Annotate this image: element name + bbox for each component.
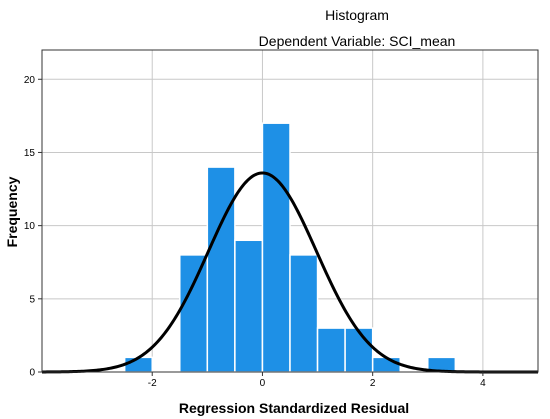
plot-area-frame bbox=[41, 49, 539, 373]
histogram-bars bbox=[123, 122, 457, 373]
x-tick-label: 4 bbox=[480, 378, 486, 389]
histogram-bar bbox=[289, 254, 319, 373]
axis-ticks: -2 0 2 4 0 5 10 15 20 bbox=[24, 75, 486, 389]
chart-subtitle: Dependent Variable: SCI_mean bbox=[259, 33, 456, 49]
y-tick-label: 0 bbox=[29, 368, 35, 379]
histogram-bar bbox=[123, 356, 153, 373]
x-tick-label: -2 bbox=[148, 378, 157, 389]
histogram-bar bbox=[261, 122, 291, 373]
x-tick-label: 2 bbox=[370, 378, 376, 389]
y-tick-label: 20 bbox=[24, 75, 36, 86]
histogram-bar bbox=[344, 327, 374, 373]
x-axis-label: Regression Standardized Residual bbox=[179, 400, 409, 416]
histogram-bar bbox=[316, 327, 346, 373]
y-tick-label: 15 bbox=[24, 148, 36, 159]
histogram-bar bbox=[179, 254, 209, 373]
chart-title: Histogram bbox=[325, 7, 389, 23]
y-tick-label: 10 bbox=[24, 221, 36, 232]
histogram-bar bbox=[371, 356, 401, 373]
histogram-bar bbox=[234, 239, 264, 373]
y-tick-label: 5 bbox=[29, 294, 35, 305]
histogram-bar bbox=[206, 166, 236, 373]
y-axis-label: Frequency bbox=[4, 176, 20, 247]
x-tick-label: 0 bbox=[260, 378, 266, 389]
